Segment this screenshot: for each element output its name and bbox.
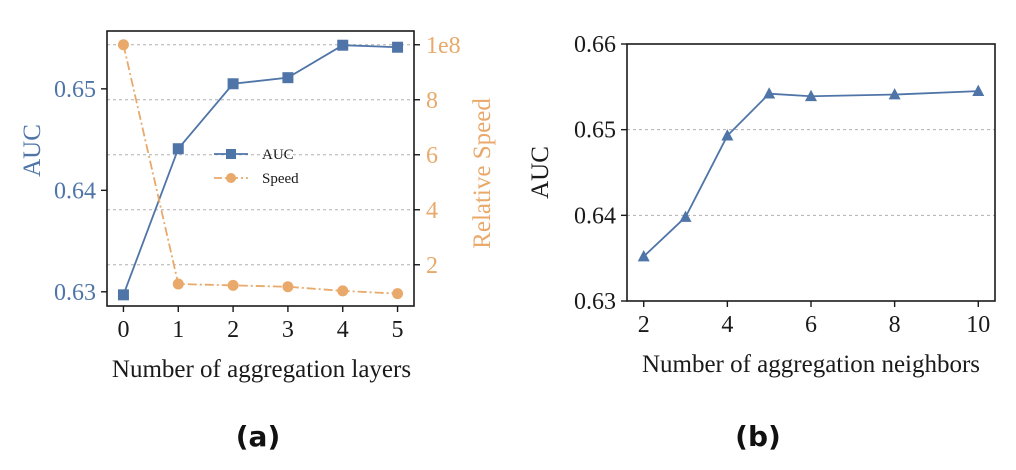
y-tick-label: 0.66 [574, 32, 616, 58]
left-y-tick-label: 0.64 [54, 178, 96, 204]
x-tick-label: 3 [282, 317, 294, 343]
x-tick-label: 4 [337, 317, 349, 343]
panel-a-caption: (a) [236, 420, 281, 453]
speed-series-line [122, 44, 398, 295]
y-axis-title: AUC [527, 146, 554, 199]
left-y-tick-label: 0.63 [54, 280, 96, 306]
x-axis-title: Number of aggregation neighbors [642, 351, 980, 378]
y-tick-label: 0.64 [574, 203, 616, 229]
x-tick-label: 6 [805, 312, 817, 338]
auc-point [763, 87, 776, 99]
right-y-tick-label: 6 [426, 143, 438, 169]
auc-point [337, 39, 349, 51]
panel-b-chart: 2 4 6 8 10 0.63 0.64 0.65 0.66 AUC Number of aggre… [527, 32, 996, 453]
x-tick-label: 4 [721, 312, 733, 338]
plot-frame [106, 30, 415, 307]
legend-auc-label: AUC [262, 147, 294, 163]
speed-point [392, 288, 404, 300]
legend-speed-label: Speed [262, 171, 299, 187]
auc-point [637, 249, 650, 262]
auc-point [117, 289, 129, 301]
left-y-tick-label: 0.65 [54, 77, 96, 103]
y-tick-label: 0.65 [574, 118, 616, 144]
right-y-axis-title: Relative Speed [469, 98, 496, 249]
legend-speed-marker [226, 173, 236, 183]
x-tick-label: 0 [117, 317, 129, 343]
panel-b-caption: (b) [735, 420, 781, 453]
speed-point [337, 285, 349, 297]
auc-point [227, 78, 239, 90]
x-tick-label: 2 [227, 317, 239, 343]
y-tick-label: 0.63 [574, 289, 616, 315]
auc-point [172, 143, 184, 155]
x-tick-label: 2 [638, 312, 650, 338]
auc-series-line [643, 90, 979, 258]
auc-point [972, 84, 985, 96]
legend-auc-marker [226, 149, 236, 159]
panel-a-chart: 0 1 2 3 4 5 0.63 0.64 0.65 2 4 6 8 1e8 AUC Relative Spe… [19, 30, 496, 453]
auc-series-line [122, 44, 398, 296]
auc-point [679, 210, 692, 222]
auc-point [721, 129, 734, 141]
speed-point [227, 279, 239, 291]
speed-point [282, 281, 294, 293]
right-y-tick-label: 8 [426, 88, 438, 114]
x-tick-label: 5 [392, 317, 404, 343]
right-y-tick-label: 2 [426, 253, 438, 279]
x-tick-label: 10 [966, 312, 990, 338]
right-y-tick-label: 4 [426, 198, 438, 224]
left-y-axis-title: AUC [19, 124, 46, 177]
x-tick-label: 1 [172, 317, 184, 343]
x-axis-title: Number of aggregation layers [112, 356, 411, 383]
plot-frame [626, 43, 996, 302]
auc-point [805, 89, 817, 102]
speed-point [172, 278, 184, 290]
right-axis-scale-label: 1e8 [426, 33, 461, 59]
speed-point [117, 39, 129, 51]
auc-point [392, 41, 404, 53]
x-tick-label: 8 [889, 312, 901, 338]
auc-point [282, 72, 294, 84]
auc-point [888, 88, 901, 100]
